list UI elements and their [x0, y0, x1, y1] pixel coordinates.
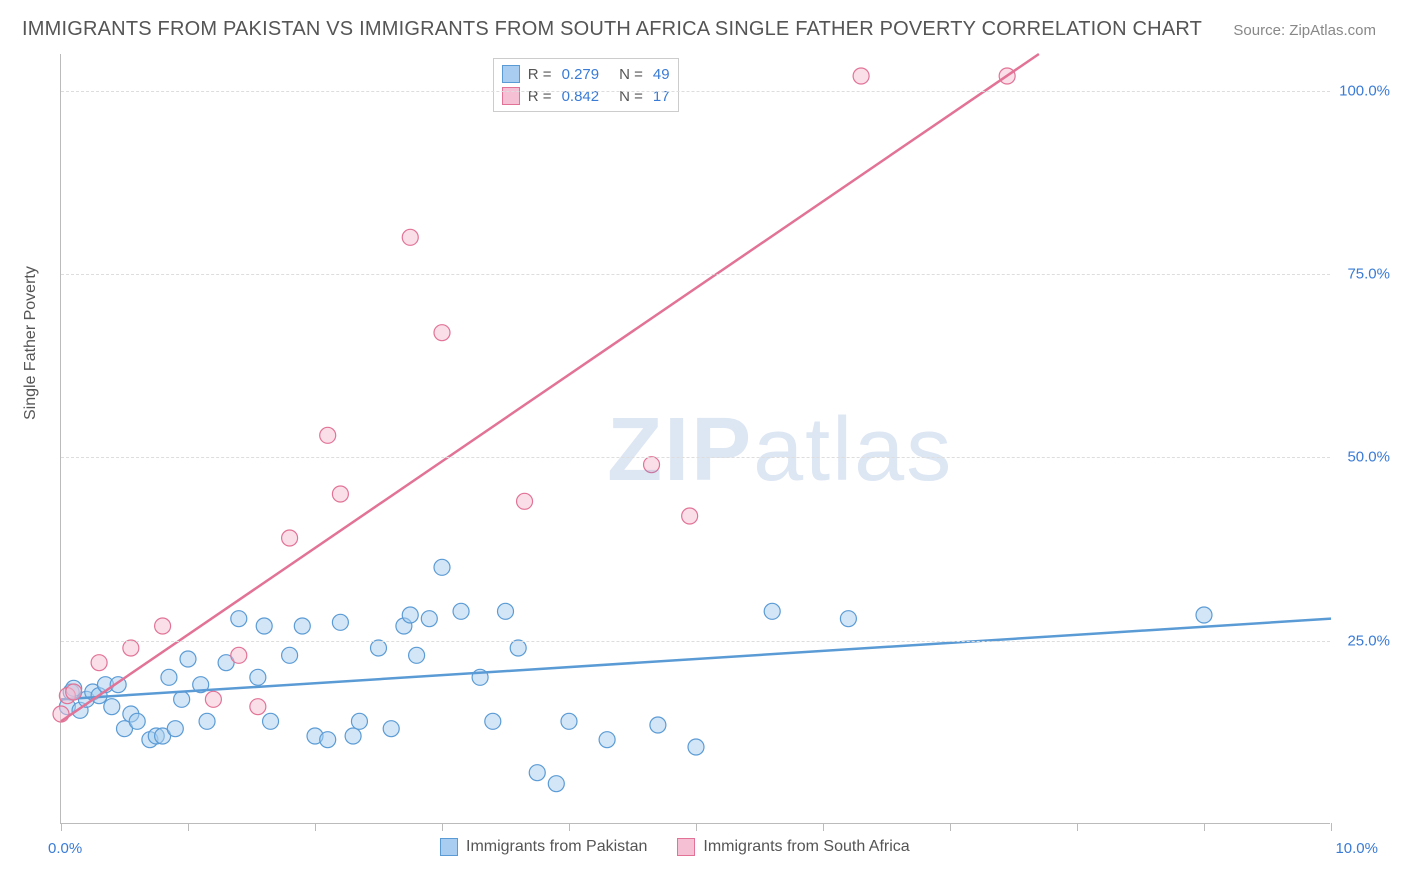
x-tick [823, 823, 824, 831]
trend-line [61, 54, 1039, 721]
gridline [61, 641, 1330, 642]
data-point [453, 603, 469, 619]
legend-n-value: 49 [653, 66, 670, 83]
data-point [434, 325, 450, 341]
data-point [853, 68, 869, 84]
legend-correlation: R = 0.279 N = 49 R =0.842N =17 [493, 58, 679, 112]
x-tick [442, 823, 443, 831]
x-tick [1204, 823, 1205, 831]
y-axis-label: Single Father Poverty [22, 266, 40, 420]
legend-series: Immigrants from Pakistan Immigrants from … [440, 838, 910, 856]
data-point [199, 713, 215, 729]
data-point [174, 691, 190, 707]
source-link[interactable]: ZipAtlas.com [1289, 22, 1376, 39]
x-tick [569, 823, 570, 831]
data-point [91, 655, 107, 671]
data-point [66, 684, 82, 700]
gridline [61, 274, 1330, 275]
x-tick [315, 823, 316, 831]
x-tick [950, 823, 951, 831]
legend-series-item: Immigrants from Pakistan [440, 838, 647, 856]
data-point [250, 669, 266, 685]
x-tick [1331, 823, 1332, 831]
data-point [650, 717, 666, 733]
data-point [599, 732, 615, 748]
gridline [61, 91, 1330, 92]
data-point [155, 618, 171, 634]
data-point [180, 651, 196, 667]
x-tick-max: 10.0% [1335, 840, 1378, 857]
data-point [840, 611, 856, 627]
gridline [61, 457, 1330, 458]
data-point [294, 618, 310, 634]
data-point [53, 706, 69, 722]
source-attribution: Source: ZipAtlas.com [1233, 22, 1376, 39]
data-point [517, 493, 533, 509]
data-point [282, 647, 298, 663]
data-point [167, 721, 183, 737]
legend-swatch [677, 838, 695, 856]
data-point [256, 618, 272, 634]
data-point [764, 603, 780, 619]
data-point [250, 699, 266, 715]
data-point [548, 776, 564, 792]
data-point [510, 640, 526, 656]
x-tick-min: 0.0% [48, 840, 82, 857]
data-point [402, 607, 418, 623]
y-tick-label: 25.0% [1335, 632, 1390, 649]
x-tick [188, 823, 189, 831]
data-point [104, 699, 120, 715]
data-point [682, 508, 698, 524]
data-point [282, 530, 298, 546]
data-point [129, 713, 145, 729]
legend-r-value: 0.279 [562, 66, 600, 83]
data-point [351, 713, 367, 729]
data-point [345, 728, 361, 744]
data-point [371, 640, 387, 656]
data-point [421, 611, 437, 627]
data-point [123, 640, 139, 656]
data-point [383, 721, 399, 737]
data-point [409, 647, 425, 663]
x-tick [1077, 823, 1078, 831]
chart-title: IMMIGRANTS FROM PAKISTAN VS IMMIGRANTS F… [22, 18, 1202, 41]
data-point [332, 614, 348, 630]
scatter-svg [61, 54, 1330, 823]
data-point [688, 739, 704, 755]
x-tick [61, 823, 62, 831]
data-point [320, 732, 336, 748]
trend-line [61, 619, 1331, 700]
legend-series-item: Immigrants from South Africa [677, 838, 909, 856]
legend-n-label: N = [619, 66, 643, 83]
data-point [1196, 607, 1212, 623]
x-tick [696, 823, 697, 831]
legend-swatch [440, 838, 458, 856]
data-point [231, 611, 247, 627]
y-tick-label: 75.0% [1335, 266, 1390, 283]
legend-series-name: Immigrants from South Africa [703, 838, 909, 856]
data-point [332, 486, 348, 502]
y-tick-label: 50.0% [1335, 449, 1390, 466]
legend-row: R =0.842N =17 [502, 85, 670, 107]
legend-r-label: R = [528, 66, 552, 83]
data-point [485, 713, 501, 729]
data-point [402, 229, 418, 245]
data-point [561, 713, 577, 729]
data-point [529, 765, 545, 781]
data-point [320, 427, 336, 443]
data-point [498, 603, 514, 619]
data-point [434, 559, 450, 575]
data-point [263, 713, 279, 729]
legend-swatch [502, 65, 520, 83]
legend-row: R = 0.279 N = 49 [502, 63, 670, 85]
data-point [644, 457, 660, 473]
source-prefix: Source: [1233, 22, 1289, 39]
y-tick-label: 100.0% [1335, 82, 1390, 99]
data-point [231, 647, 247, 663]
legend-series-name: Immigrants from Pakistan [466, 838, 647, 856]
data-point [161, 669, 177, 685]
data-point [205, 691, 221, 707]
plot-area: ZIPatlas R =0.279N =49R =0.842N =17 25.0… [60, 54, 1330, 824]
